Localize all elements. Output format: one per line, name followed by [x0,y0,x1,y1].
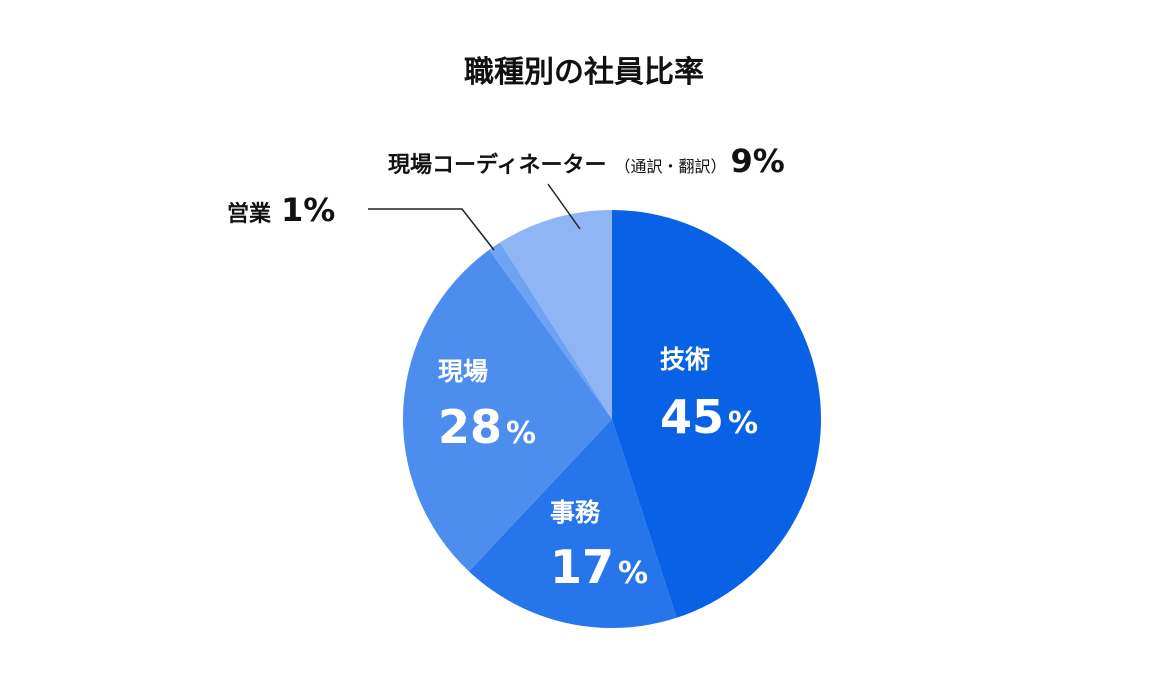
pie-slice-3 [403,249,612,572]
slice-label-name-1: 技術 [660,345,710,374]
leader-line-5 [547,183,581,230]
pie-slice-1 [612,210,821,618]
slice-label-outside-4: 営業 1% [227,191,335,229]
slice-label-value-3: 28% [438,400,536,454]
leader-lines [368,183,581,251]
leader-line-4 [368,208,495,251]
slice-label-value-2: 17% [550,540,648,594]
pie-slice-2 [468,419,677,628]
chart-title: 職種別の社員比率 [464,55,704,90]
pie-slice-5 [500,210,612,419]
slice-labels: 技術 45 % 事務 17 % 現場 28 % 営業 1% 現場コーディネーター （通訳・翻訳） 9% [227,142,785,594]
slice-label-outside-5: 現場コーディネーター （通訳・翻訳） 9% [388,142,785,180]
pie-slice-4 [489,242,612,419]
slice-label-value-1: 45% [660,390,758,444]
slice-label-name-2: 事務 [550,498,601,527]
pie-slices [403,210,821,628]
slice-label-name-3: 現場 [438,357,488,386]
